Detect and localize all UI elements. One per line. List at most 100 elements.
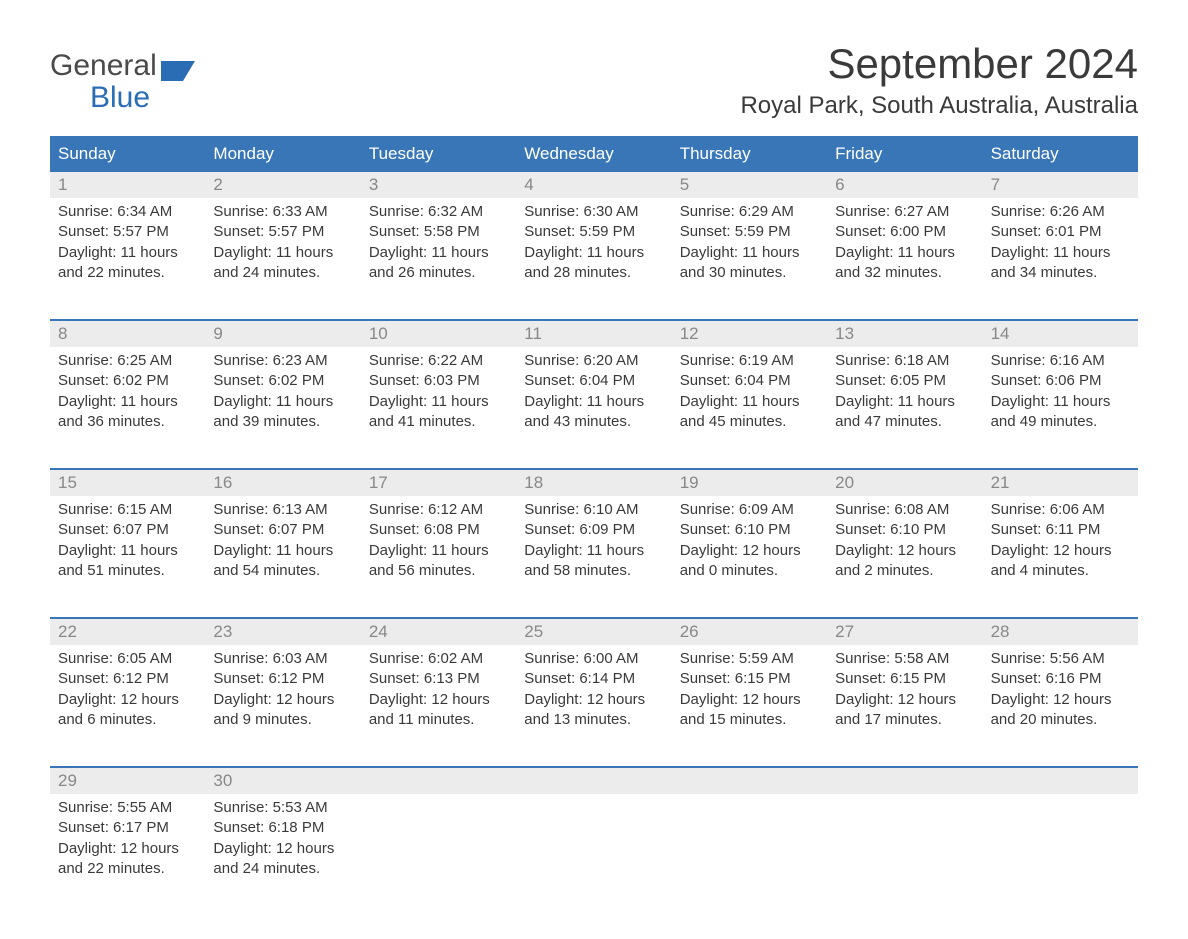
- day-detail-line: Sunset: 5:57 PM: [213, 222, 352, 242]
- day-details: [827, 794, 982, 899]
- location-text: Royal Park, South Australia, Australia: [740, 92, 1138, 120]
- day-detail-line: and 47 minutes.: [835, 412, 974, 432]
- day-details: Sunrise: 6:30 AMSunset: 5:59 PMDaylight:…: [516, 198, 671, 303]
- day-details: [983, 794, 1138, 899]
- day-detail-line: Sunset: 5:59 PM: [524, 222, 663, 242]
- day-details: Sunrise: 6:27 AMSunset: 6:00 PMDaylight:…: [827, 198, 982, 303]
- day-detail-line: and 4 minutes.: [991, 561, 1130, 581]
- weekday-header: Saturday: [983, 136, 1138, 172]
- brand-bottom-text: Blue: [50, 82, 195, 114]
- day-details: Sunrise: 6:10 AMSunset: 6:09 PMDaylight:…: [516, 496, 671, 601]
- day-number: [983, 768, 1138, 794]
- day-number-row: 15161718192021: [50, 470, 1138, 496]
- day-detail-line: Sunrise: 6:16 AM: [991, 351, 1130, 371]
- day-detail-line: Sunrise: 6:05 AM: [58, 649, 197, 669]
- day-detail-line: Sunrise: 6:20 AM: [524, 351, 663, 371]
- day-detail-line: Daylight: 11 hours: [369, 541, 508, 561]
- day-detail-line: Sunrise: 5:56 AM: [991, 649, 1130, 669]
- day-number: [516, 768, 671, 794]
- day-detail-line: Daylight: 11 hours: [213, 392, 352, 412]
- day-detail-line: Daylight: 12 hours: [835, 690, 974, 710]
- day-detail-line: and 54 minutes.: [213, 561, 352, 581]
- day-details: Sunrise: 6:06 AMSunset: 6:11 PMDaylight:…: [983, 496, 1138, 601]
- day-number: [672, 768, 827, 794]
- day-detail-line: and 6 minutes.: [58, 710, 197, 730]
- day-number: 20: [827, 470, 982, 496]
- day-number: 12: [672, 321, 827, 347]
- day-detail-line: and 2 minutes.: [835, 561, 974, 581]
- day-number: 17: [361, 470, 516, 496]
- day-detail-line: Sunrise: 5:53 AM: [213, 798, 352, 818]
- day-detail-line: and 17 minutes.: [835, 710, 974, 730]
- day-detail-line: Daylight: 11 hours: [58, 392, 197, 412]
- day-number: 2: [205, 172, 360, 198]
- day-detail-line: and 51 minutes.: [58, 561, 197, 581]
- day-number: 16: [205, 470, 360, 496]
- day-detail-line: Daylight: 11 hours: [369, 392, 508, 412]
- day-detail-line: and 32 minutes.: [835, 263, 974, 283]
- day-number-row: 2930: [50, 768, 1138, 794]
- day-detail-line: Daylight: 12 hours: [213, 839, 352, 859]
- day-details: Sunrise: 5:56 AMSunset: 6:16 PMDaylight:…: [983, 645, 1138, 750]
- day-detail-line: Sunset: 6:10 PM: [680, 520, 819, 540]
- day-details: Sunrise: 6:20 AMSunset: 6:04 PMDaylight:…: [516, 347, 671, 452]
- day-number: 26: [672, 619, 827, 645]
- day-number: 25: [516, 619, 671, 645]
- day-details: Sunrise: 6:25 AMSunset: 6:02 PMDaylight:…: [50, 347, 205, 452]
- day-detail-line: Sunset: 6:02 PM: [58, 371, 197, 391]
- day-detail-line: and 22 minutes.: [58, 859, 197, 879]
- day-details: [361, 794, 516, 899]
- calendar-week: 2930Sunrise: 5:55 AMSunset: 6:17 PMDayli…: [50, 766, 1138, 899]
- day-detail-line: Sunrise: 6:15 AM: [58, 500, 197, 520]
- day-number: [361, 768, 516, 794]
- day-detail-line: Sunrise: 6:29 AM: [680, 202, 819, 222]
- day-detail-line: and 9 minutes.: [213, 710, 352, 730]
- day-detail-line: Daylight: 11 hours: [213, 243, 352, 263]
- day-detail-line: Sunrise: 6:27 AM: [835, 202, 974, 222]
- calendar-week: 1234567Sunrise: 6:34 AMSunset: 5:57 PMDa…: [50, 172, 1138, 303]
- day-detail-line: Daylight: 11 hours: [835, 392, 974, 412]
- day-details-row: Sunrise: 6:34 AMSunset: 5:57 PMDaylight:…: [50, 198, 1138, 303]
- day-detail-line: Sunset: 6:11 PM: [991, 520, 1130, 540]
- weeks-container: 1234567Sunrise: 6:34 AMSunset: 5:57 PMDa…: [50, 172, 1138, 899]
- day-detail-line: Sunrise: 6:09 AM: [680, 500, 819, 520]
- day-detail-line: Sunrise: 5:59 AM: [680, 649, 819, 669]
- day-detail-line: Sunrise: 6:02 AM: [369, 649, 508, 669]
- day-number: 21: [983, 470, 1138, 496]
- day-number: 10: [361, 321, 516, 347]
- day-details: Sunrise: 6:16 AMSunset: 6:06 PMDaylight:…: [983, 347, 1138, 452]
- day-detail-line: Daylight: 11 hours: [58, 541, 197, 561]
- day-details: Sunrise: 6:29 AMSunset: 5:59 PMDaylight:…: [672, 198, 827, 303]
- day-details: Sunrise: 6:15 AMSunset: 6:07 PMDaylight:…: [50, 496, 205, 601]
- day-detail-line: Sunrise: 6:22 AM: [369, 351, 508, 371]
- day-number: 15: [50, 470, 205, 496]
- day-number: 30: [205, 768, 360, 794]
- day-number: 14: [983, 321, 1138, 347]
- day-detail-line: and 56 minutes.: [369, 561, 508, 581]
- brand-logo: General Blue: [50, 50, 195, 113]
- day-detail-line: Daylight: 12 hours: [835, 541, 974, 561]
- day-detail-line: Daylight: 11 hours: [369, 243, 508, 263]
- flag-icon: [161, 56, 195, 76]
- day-detail-line: Daylight: 12 hours: [369, 690, 508, 710]
- day-number: 13: [827, 321, 982, 347]
- day-details: Sunrise: 6:00 AMSunset: 6:14 PMDaylight:…: [516, 645, 671, 750]
- day-detail-line: Sunset: 6:16 PM: [991, 669, 1130, 689]
- weekday-header: Wednesday: [516, 136, 671, 172]
- day-detail-line: Daylight: 12 hours: [213, 690, 352, 710]
- day-detail-line: Sunrise: 5:55 AM: [58, 798, 197, 818]
- day-details: Sunrise: 6:32 AMSunset: 5:58 PMDaylight:…: [361, 198, 516, 303]
- day-details: Sunrise: 5:58 AMSunset: 6:15 PMDaylight:…: [827, 645, 982, 750]
- day-detail-line: Sunset: 5:57 PM: [58, 222, 197, 242]
- day-details-row: Sunrise: 6:25 AMSunset: 6:02 PMDaylight:…: [50, 347, 1138, 452]
- day-detail-line: and 34 minutes.: [991, 263, 1130, 283]
- weekday-header: Tuesday: [361, 136, 516, 172]
- calendar: Sunday Monday Tuesday Wednesday Thursday…: [50, 136, 1138, 899]
- day-detail-line: and 30 minutes.: [680, 263, 819, 283]
- day-number: 19: [672, 470, 827, 496]
- day-detail-line: Sunrise: 6:34 AM: [58, 202, 197, 222]
- day-detail-line: Sunset: 6:13 PM: [369, 669, 508, 689]
- day-details: Sunrise: 6:23 AMSunset: 6:02 PMDaylight:…: [205, 347, 360, 452]
- month-title: September 2024: [740, 40, 1138, 88]
- day-detail-line: Daylight: 11 hours: [213, 541, 352, 561]
